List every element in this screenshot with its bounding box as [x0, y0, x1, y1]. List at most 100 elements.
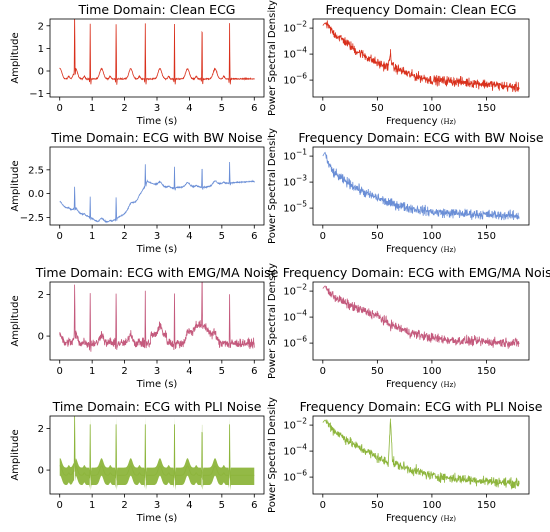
x-tick-label: 6	[251, 500, 257, 511]
subplot-title: Time Domain: ECG with EMG/MA Noise	[35, 265, 279, 280]
series-line	[59, 282, 255, 352]
x-tick-label: 0	[57, 366, 63, 377]
x-tick-label: 5	[219, 366, 225, 377]
y-tick-label: 2	[38, 424, 44, 435]
y-tick-label: 10−4	[283, 443, 307, 458]
x-tick-label: 2	[121, 500, 127, 511]
x-tick-label: 6	[251, 366, 257, 377]
x-tick-label: 150	[477, 500, 496, 511]
x-axis-label: Time (s)	[136, 513, 178, 524]
y-tick-label: 2.5	[28, 165, 44, 176]
x-tick-label: 50	[371, 231, 384, 242]
x-tick-label: 2	[121, 366, 127, 377]
x-axis-label: Time (s)	[136, 116, 178, 127]
x-tick-label: 1	[89, 103, 95, 114]
x-tick-label: 6	[251, 231, 257, 242]
x-tick-label: 3	[154, 500, 160, 511]
y-tick-label: 10−3	[283, 174, 307, 189]
x-tick-label: 150	[477, 103, 496, 114]
x-tick-label: 3	[154, 366, 160, 377]
x-tick-label: 5	[219, 103, 225, 114]
y-tick-label: 10−5	[283, 200, 307, 215]
axes-frame	[312, 146, 530, 226]
y-tick-label: 0	[38, 332, 44, 343]
y-tick-label: 10−6	[283, 469, 307, 484]
x-tick-label: 0	[57, 231, 63, 242]
x-tick-label: 1	[89, 366, 95, 377]
y-axis-label: Power Spectral Density	[267, 397, 278, 513]
subplot-6: Frequency Domain: ECG with EMG/MA Noise 0…	[267, 263, 550, 390]
x-axis-label: Frequency (Hz)	[386, 116, 456, 127]
y-tick-label: 10−2	[283, 20, 307, 35]
y-tick-label: −1	[29, 89, 44, 100]
series-line	[322, 418, 520, 490]
x-tick-label: 100	[422, 103, 441, 114]
y-tick-label: 10−2	[283, 283, 307, 298]
subplot-1: Time Domain: Clean ECG 0 1 2 3 4 5 6 −1 0 1 2 Time (…	[10, 2, 265, 127]
x-tick-label: 5	[219, 500, 225, 511]
y-axis-label: Power Spectral Density	[267, 128, 278, 244]
subplot-title: Frequency Domain: ECG with PLI Noise	[300, 399, 543, 414]
y-tick-label: 10−2	[283, 417, 307, 432]
subplot-title: Time Domain: ECG with BW Noise	[50, 130, 262, 145]
y-tick-label: 0	[38, 67, 44, 78]
x-tick-label: 50	[371, 366, 384, 377]
x-tick-label: 4	[186, 103, 192, 114]
y-tick-label: 0	[38, 466, 44, 477]
series-line	[59, 161, 255, 224]
x-tick-label: 5	[219, 231, 225, 242]
x-axis-label: Frequency (Hz)	[386, 244, 456, 255]
x-tick-label: 0	[320, 103, 326, 114]
series-line	[322, 151, 520, 221]
subplot-4: Frequency Domain: ECG with BW Noise 0 50 10…	[267, 128, 544, 255]
y-tick-label: 0.0	[28, 189, 44, 200]
subplot-2: Frequency Domain: Clean ECG 0 50 100 150 10−2…	[267, 0, 530, 127]
y-tick-label: 10−4	[283, 309, 307, 324]
subplot-title: Time Domain: Clean ECG	[77, 2, 235, 17]
x-tick-label: 150	[477, 231, 496, 242]
y-tick-label: −2.5	[20, 213, 44, 224]
axes-frame	[49, 281, 265, 361]
axes-frame	[312, 415, 530, 495]
subplot-3: Time Domain: ECG with BW Noise 0 1 2 3 4 5 6 −2.…	[10, 130, 265, 255]
x-tick-label: 100	[422, 366, 441, 377]
x-tick-label: 0	[320, 366, 326, 377]
subplot-title: Frequency Domain: ECG with EMG/MA Noise	[283, 265, 550, 280]
subplot-title: Frequency Domain: ECG with BW Noise	[298, 130, 543, 145]
x-tick-label: 0	[57, 103, 63, 114]
y-axis-label: Amplitude	[10, 429, 21, 480]
y-tick-label: 10−4	[283, 46, 307, 61]
x-tick-label: 6	[251, 103, 257, 114]
y-axis-label: Amplitude	[10, 32, 21, 83]
x-tick-label: 100	[422, 231, 441, 242]
y-tick-label: 1	[38, 44, 44, 55]
x-axis-label: Frequency (Hz)	[386, 379, 456, 390]
axes-frame	[312, 18, 530, 98]
y-axis-label: Power Spectral Density	[267, 263, 278, 379]
x-tick-label: 4	[186, 366, 192, 377]
subplot-7: Time Domain: ECG with PLI Noise 0 1 2 3 4 5 6 0 2…	[10, 399, 265, 524]
y-axis-label: Amplitude	[10, 160, 21, 211]
x-tick-label: 100	[422, 500, 441, 511]
subplot-title: Time Domain: ECG with PLI Noise	[52, 399, 262, 414]
y-tick-label: 2	[38, 21, 44, 32]
x-tick-label: 2	[121, 103, 127, 114]
x-tick-label: 4	[186, 500, 192, 511]
series-line	[322, 285, 520, 349]
x-tick-label: 3	[154, 103, 160, 114]
y-tick-label: 10−6	[283, 72, 307, 87]
x-axis-label: Frequency (Hz)	[386, 513, 456, 524]
series-line	[59, 19, 255, 85]
x-tick-label: 0	[57, 500, 63, 511]
x-tick-label: 2	[121, 231, 127, 242]
x-tick-label: 0	[320, 231, 326, 242]
x-tick-label: 50	[371, 103, 384, 114]
x-tick-label: 1	[89, 500, 95, 511]
x-tick-label: 3	[154, 231, 160, 242]
x-tick-label: 50	[371, 500, 384, 511]
series-line	[59, 416, 255, 481]
x-tick-label: 1	[89, 231, 95, 242]
series-line	[322, 20, 520, 93]
axes-frame	[312, 281, 530, 361]
